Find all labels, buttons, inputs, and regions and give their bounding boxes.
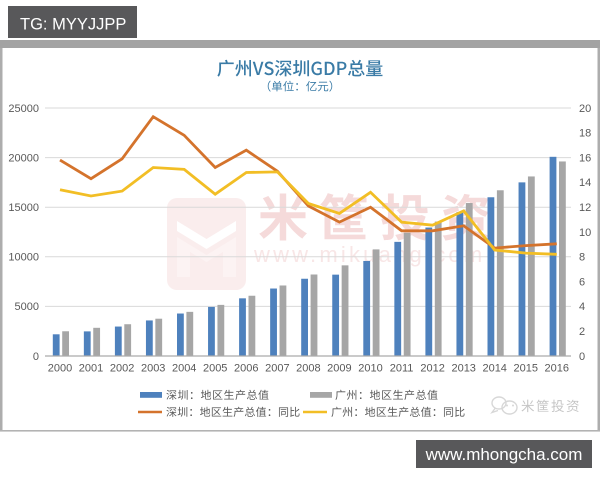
svg-text:2002: 2002: [110, 363, 134, 375]
svg-text:16: 16: [579, 152, 591, 164]
svg-text:2007: 2007: [265, 363, 289, 375]
svg-text:2012: 2012: [420, 363, 444, 375]
svg-text:0: 0: [33, 351, 39, 363]
svg-text:2004: 2004: [172, 363, 196, 375]
svg-text:2005: 2005: [203, 363, 227, 375]
svg-text:2: 2: [579, 326, 585, 338]
svg-text:2016: 2016: [545, 363, 569, 375]
svg-text:2015: 2015: [514, 363, 538, 375]
svg-text:2013: 2013: [451, 363, 475, 375]
svg-text:20: 20: [579, 103, 591, 115]
svg-text:10000: 10000: [8, 252, 39, 264]
svg-text:12: 12: [579, 202, 591, 214]
svg-text:2006: 2006: [234, 363, 258, 375]
svg-text:2009: 2009: [327, 363, 351, 375]
svg-text:2008: 2008: [296, 363, 320, 375]
svg-text:6: 6: [579, 276, 585, 288]
svg-text:5000: 5000: [15, 301, 39, 313]
svg-text:20000: 20000: [8, 152, 39, 164]
svg-text:10: 10: [579, 227, 591, 239]
svg-text:2000: 2000: [48, 363, 72, 375]
svg-text:18: 18: [579, 128, 591, 140]
svg-text:2010: 2010: [358, 363, 382, 375]
svg-text:25000: 25000: [8, 103, 39, 115]
svg-text:2011: 2011: [390, 363, 414, 375]
svg-text:8: 8: [579, 252, 585, 264]
svg-text:2001: 2001: [79, 363, 103, 375]
svg-text:TG: MYYJJPP: TG: MYYJJPP: [20, 16, 126, 34]
svg-text:2014: 2014: [482, 363, 506, 375]
svg-text:www.mhongcha.com: www.mhongcha.com: [425, 445, 583, 464]
svg-text:15000: 15000: [8, 202, 39, 214]
svg-text:2003: 2003: [141, 363, 165, 375]
svg-text:4: 4: [579, 301, 585, 313]
svg-text:14: 14: [579, 177, 591, 189]
svg-text:0: 0: [579, 351, 585, 363]
